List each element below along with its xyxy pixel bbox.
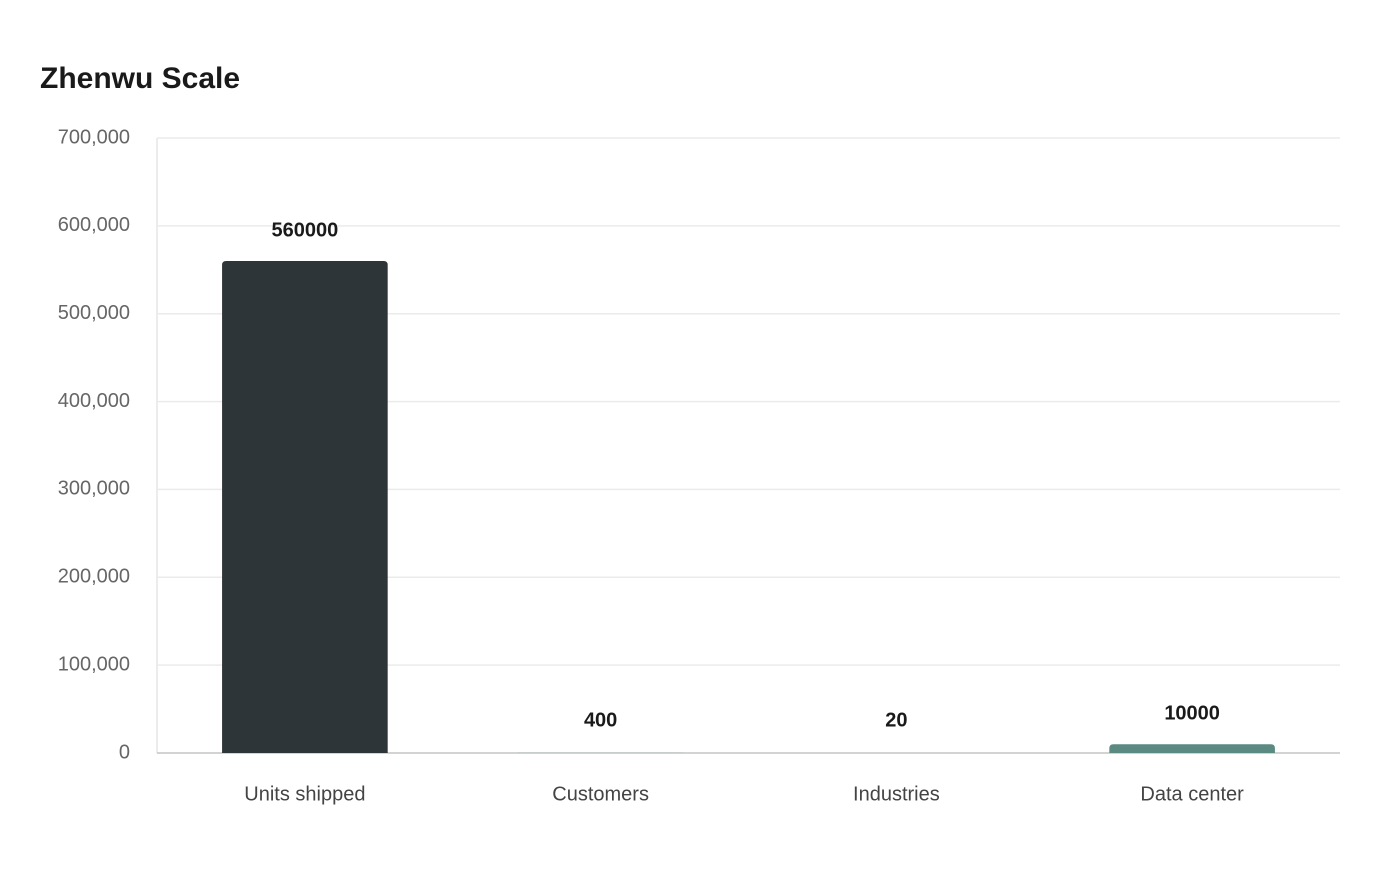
y-tick-label: 100,000 <box>58 653 130 675</box>
y-tick-label: 700,000 <box>58 126 130 148</box>
chart-title: Zhenwu Scale <box>40 62 240 95</box>
x-tick-label: Units shipped <box>244 783 365 805</box>
x-tick-label: Customers <box>552 783 649 805</box>
y-tick-label: 0 <box>119 741 130 763</box>
bar <box>1109 744 1275 753</box>
bar <box>222 261 388 753</box>
y-tick-label: 400,000 <box>58 390 130 412</box>
data-label: 400 <box>584 709 617 731</box>
data-label: 560000 <box>272 219 339 241</box>
y-tick-label: 200,000 <box>58 566 130 588</box>
data-label: 10000 <box>1164 702 1220 724</box>
y-tick-label: 500,000 <box>58 302 130 324</box>
y-tick-label: 300,000 <box>58 478 130 500</box>
x-tick-label: Data center <box>1140 783 1244 805</box>
data-label: 20 <box>885 709 907 731</box>
y-tick-label: 600,000 <box>58 214 130 236</box>
x-tick-label: Industries <box>853 783 940 805</box>
